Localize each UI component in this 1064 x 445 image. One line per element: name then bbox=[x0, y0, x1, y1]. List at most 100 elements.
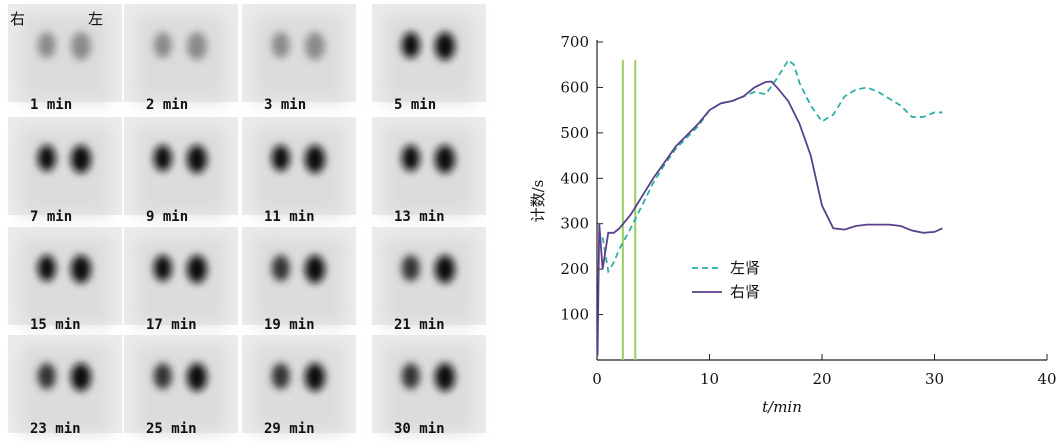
scan-body bbox=[254, 14, 344, 102]
scan-image bbox=[242, 117, 356, 215]
kidney-left bbox=[434, 145, 455, 174]
y-tick-label: 400 bbox=[560, 169, 589, 187]
y-tick-label: 600 bbox=[560, 78, 589, 96]
x-tick-label: 0 bbox=[592, 370, 602, 388]
kidney-left bbox=[304, 363, 325, 392]
x-tick-label: 10 bbox=[700, 370, 719, 388]
frame-label: 9 min bbox=[146, 209, 188, 225]
kidney-right bbox=[153, 32, 172, 59]
frame-label: 21 min bbox=[394, 317, 445, 333]
scan-body bbox=[136, 237, 226, 325]
scan-body bbox=[384, 14, 474, 102]
kidney-left bbox=[70, 363, 91, 392]
scan-image bbox=[372, 335, 486, 433]
scan-image bbox=[242, 335, 356, 433]
y-tick-label: 100 bbox=[560, 306, 589, 324]
scan-image bbox=[242, 227, 356, 325]
kidney-left bbox=[304, 145, 325, 174]
y-tick-label: 200 bbox=[560, 260, 589, 278]
kidney-right bbox=[401, 32, 420, 59]
kidney-left bbox=[186, 145, 207, 174]
kidney-left bbox=[70, 32, 91, 61]
kidney-left bbox=[304, 255, 325, 284]
kidney-right bbox=[37, 145, 56, 172]
scan-image bbox=[242, 4, 356, 102]
kidney-right bbox=[401, 145, 420, 172]
frame-label: 1 min bbox=[30, 97, 72, 113]
kidney-right bbox=[37, 32, 56, 59]
x-tick-label: 30 bbox=[925, 370, 944, 388]
kidney-left bbox=[434, 255, 455, 284]
scan-image bbox=[8, 4, 122, 102]
x-axis-label: t/min bbox=[762, 398, 802, 416]
scan-image bbox=[372, 227, 486, 325]
series-line bbox=[596, 80, 943, 356]
scan-image bbox=[8, 227, 122, 325]
scan-body bbox=[136, 127, 226, 215]
frame-label: 25 min bbox=[146, 421, 197, 437]
frame-label: 5 min bbox=[394, 97, 436, 113]
corner-label: 右 bbox=[10, 10, 25, 28]
scan-image bbox=[124, 117, 238, 215]
frame-label: 7 min bbox=[30, 209, 72, 225]
y-tick-label: 500 bbox=[560, 124, 589, 142]
kidney-right bbox=[37, 255, 56, 282]
scan-body bbox=[254, 237, 344, 325]
kidney-right bbox=[153, 145, 172, 172]
kidney-left bbox=[70, 145, 91, 174]
kidney-right bbox=[153, 363, 172, 390]
scan-image bbox=[124, 227, 238, 325]
kidney-right bbox=[271, 32, 290, 59]
scan-image bbox=[8, 335, 122, 433]
scan-body bbox=[384, 237, 474, 325]
kidney-left bbox=[434, 32, 455, 61]
corner-label: 左 bbox=[88, 10, 103, 28]
frame-label: 23 min bbox=[30, 421, 81, 437]
kidney-right bbox=[271, 255, 290, 282]
frame-label: 2 min bbox=[146, 97, 188, 113]
scan-body bbox=[254, 127, 344, 215]
kidney-left bbox=[186, 255, 207, 284]
frame-label: 3 min bbox=[264, 97, 306, 113]
frame-label: 17 min bbox=[146, 317, 197, 333]
scan-body bbox=[20, 237, 110, 325]
kidney-right bbox=[401, 255, 420, 282]
scan-body bbox=[20, 345, 110, 433]
scan-body bbox=[20, 127, 110, 215]
y-tick-label: 300 bbox=[560, 215, 589, 233]
scan-image bbox=[8, 117, 122, 215]
frame-label: 11 min bbox=[264, 209, 315, 225]
frame-label: 13 min bbox=[394, 209, 445, 225]
kidney-left bbox=[186, 363, 207, 392]
kidney-right bbox=[153, 255, 172, 282]
scan-body bbox=[136, 14, 226, 102]
kidney-left bbox=[304, 32, 325, 61]
scan-image bbox=[372, 4, 486, 102]
y-axis-label: 计数/s bbox=[529, 180, 547, 223]
chart: 100 200 300 400 500 600 700 0 10 20 30 40 t/min 计数/s 左… bbox=[529, 33, 1057, 416]
kidney-right bbox=[271, 363, 290, 390]
frame-label: 30 min bbox=[394, 421, 445, 437]
scan-body bbox=[384, 127, 474, 215]
scan-image bbox=[124, 4, 238, 102]
scan-image bbox=[372, 117, 486, 215]
frame-label: 19 min bbox=[264, 317, 315, 333]
kidney-right bbox=[271, 145, 290, 172]
kidney-right bbox=[37, 363, 56, 390]
y-tick-label: 700 bbox=[560, 33, 589, 51]
kidney-right bbox=[401, 363, 420, 390]
scan-body bbox=[20, 14, 110, 102]
frame-label: 15 min bbox=[30, 317, 81, 333]
scan-body bbox=[136, 345, 226, 433]
scan-image bbox=[124, 335, 238, 433]
kidney-left bbox=[186, 32, 207, 61]
scan-body bbox=[384, 345, 474, 433]
kidney-left bbox=[70, 255, 91, 284]
image-panel: 1 min 2 min 3 min 5 min 7 min 9 min 11 min 13 m… bbox=[8, 4, 486, 437]
series-line bbox=[601, 58, 943, 274]
frame-label: 29 min bbox=[264, 421, 315, 437]
scan-body bbox=[254, 345, 344, 433]
x-tick-label: 20 bbox=[812, 370, 831, 388]
legend-label: 右肾 bbox=[730, 283, 760, 301]
